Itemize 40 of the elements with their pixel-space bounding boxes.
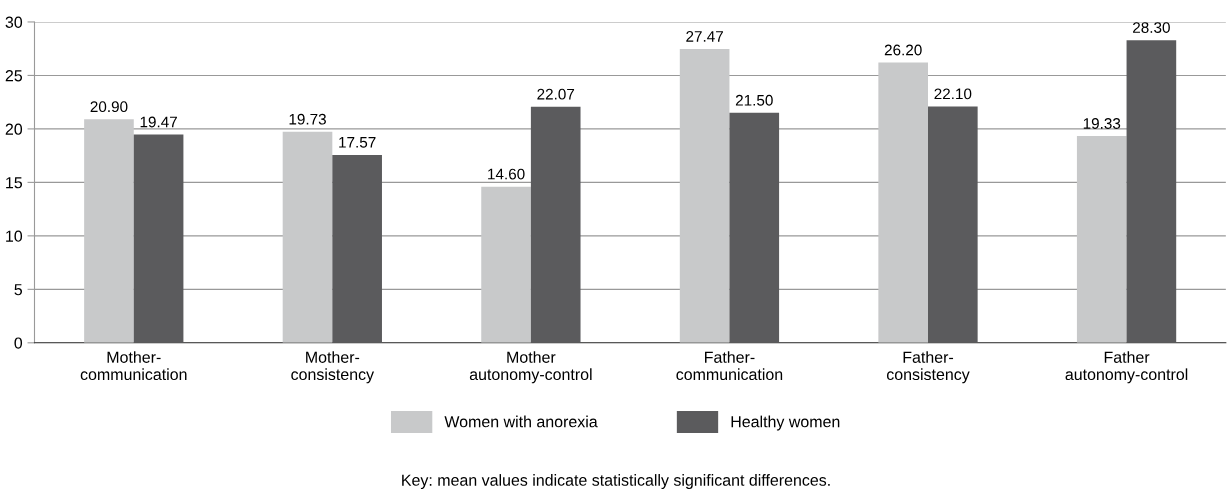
bar [332, 154, 382, 343]
y-tick-label: 20 [5, 123, 23, 135]
x-tick-label: Father- communication [676, 351, 783, 381]
y-tick-label: 30 [5, 16, 23, 28]
bar [481, 186, 531, 343]
data-label: 17.57 [339, 137, 376, 148]
y-tick-label: 25 [5, 70, 23, 82]
bar [679, 49, 730, 343]
bar [530, 106, 581, 343]
legend-label: Women with anorexia [444, 415, 598, 428]
y-tick-label: 5 [14, 284, 23, 296]
bar [282, 131, 333, 343]
data-label: 28.30 [1133, 22, 1170, 33]
x-tick-label: Father autonomy-control [1065, 351, 1188, 384]
data-label: 27.47 [686, 31, 723, 42]
data-label: 19.73 [289, 113, 326, 125]
legend-label: Healthy women [731, 415, 840, 431]
y-tick-label: 15 [6, 177, 23, 189]
bar [84, 119, 134, 343]
x-tick-label: Mother- communication [80, 351, 187, 381]
y-tick-label: 10 [6, 230, 23, 242]
x-tick-label: Father- consistency [886, 351, 970, 384]
y-tick-label: 0 [14, 337, 23, 349]
x-tick-label: Mother- consistency [291, 351, 375, 384]
data-label: 20.90 [90, 101, 128, 113]
bar [133, 134, 184, 343]
data-label: 26.20 [884, 44, 922, 56]
bar [1126, 40, 1177, 343]
data-label: 22.07 [537, 88, 575, 100]
data-label: 14.60 [488, 168, 525, 180]
data-label: 22.10 [934, 88, 972, 100]
data-label: 19.47 [140, 116, 177, 128]
bar [928, 106, 978, 343]
data-label: 21.50 [735, 94, 773, 106]
bar [729, 112, 780, 343]
x-tick-label: Mother autonomy-control [469, 351, 592, 384]
text: Key: mean values indicate statistically significant differences. [402, 474, 830, 489]
bar [1076, 136, 1127, 343]
bar [878, 62, 928, 343]
data-label: 19.33 [1083, 118, 1121, 129]
